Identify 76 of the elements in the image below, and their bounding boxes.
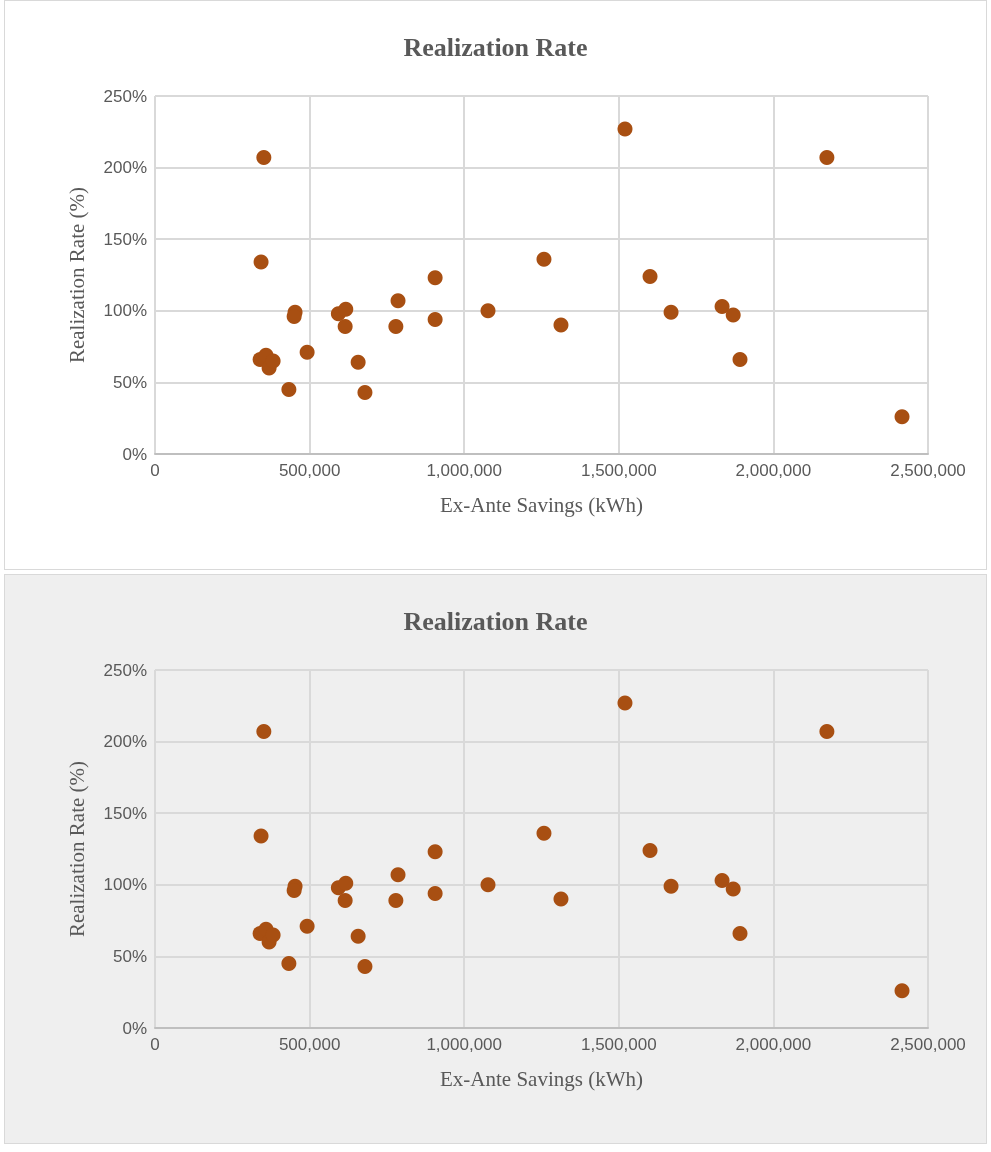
point <box>553 891 569 907</box>
point <box>427 311 443 327</box>
point <box>253 254 269 270</box>
y-axis-title: Realization Rate (%) <box>64 186 89 364</box>
point <box>663 304 679 320</box>
x-axis-title: Ex-Ante Savings (kWh) <box>440 492 643 517</box>
point <box>337 319 353 335</box>
point <box>480 877 496 893</box>
point <box>281 956 297 972</box>
x-axis-title: Ex-Ante Savings (kWh) <box>440 1066 643 1091</box>
x-tick-label: 2,000,000 <box>735 1035 812 1054</box>
y-tick-label: 250% <box>103 86 147 106</box>
point <box>536 251 552 267</box>
chart-title: Realization Rate <box>403 606 588 636</box>
chart-title: Realization Rate <box>403 32 588 62</box>
point <box>350 354 366 370</box>
y-tick-label: 0% <box>122 1018 147 1038</box>
point <box>642 268 658 284</box>
point <box>553 317 569 333</box>
point <box>714 873 730 888</box>
point <box>819 724 835 740</box>
x-tick-label: 2,000,000 <box>735 461 812 480</box>
y-tick-label: 100% <box>103 875 147 895</box>
y-tick-label: 50% <box>112 372 147 392</box>
point <box>256 150 272 166</box>
point <box>427 270 443 286</box>
point <box>894 409 910 425</box>
point <box>536 825 552 841</box>
point <box>714 299 730 314</box>
x-tick-label: 1,000,000 <box>426 1035 503 1054</box>
x-tick-label: 0 <box>150 461 160 480</box>
x-tick-label: 1,500,000 <box>580 461 657 480</box>
point <box>725 881 741 897</box>
point <box>427 844 443 860</box>
y-tick-label: 250% <box>103 660 147 680</box>
point <box>299 344 315 360</box>
y-tick-label: 0% <box>122 444 147 464</box>
y-tick-label: 200% <box>103 732 147 752</box>
point <box>256 724 272 740</box>
x-tick-label: 500,000 <box>278 461 341 480</box>
point <box>732 925 748 941</box>
point <box>390 867 406 883</box>
point <box>390 293 406 309</box>
point <box>253 828 269 844</box>
point <box>281 382 297 398</box>
y-tick-label: 150% <box>103 229 147 249</box>
point <box>357 384 373 400</box>
y-tick-label: 200% <box>103 158 147 178</box>
point <box>350 928 366 944</box>
x-tick-label: 1,500,000 <box>580 1035 657 1054</box>
point <box>427 885 443 901</box>
point <box>894 983 910 999</box>
x-tick-label: 2,500,000 <box>890 1035 966 1054</box>
point <box>819 150 835 166</box>
y-tick-label: 50% <box>112 946 147 966</box>
y-tick-label: 150% <box>103 803 147 823</box>
point <box>663 878 679 894</box>
x-tick-label: 2,500,000 <box>890 461 966 480</box>
point <box>338 301 354 317</box>
point <box>725 307 741 323</box>
x-tick-label: 1,000,000 <box>426 461 503 480</box>
point <box>617 695 633 711</box>
x-tick-label: 0 <box>150 1035 160 1054</box>
point <box>642 842 658 858</box>
point <box>388 893 404 909</box>
y-axis-title: Realization Rate (%) <box>64 760 89 938</box>
y-tick-label: 100% <box>103 301 147 321</box>
point <box>337 893 353 909</box>
x-tick-label: 500,000 <box>278 1035 341 1054</box>
point <box>388 319 404 335</box>
point <box>617 121 633 137</box>
point <box>357 958 373 974</box>
point <box>299 918 315 934</box>
point <box>480 303 496 319</box>
point <box>732 351 748 367</box>
point <box>338 875 354 891</box>
